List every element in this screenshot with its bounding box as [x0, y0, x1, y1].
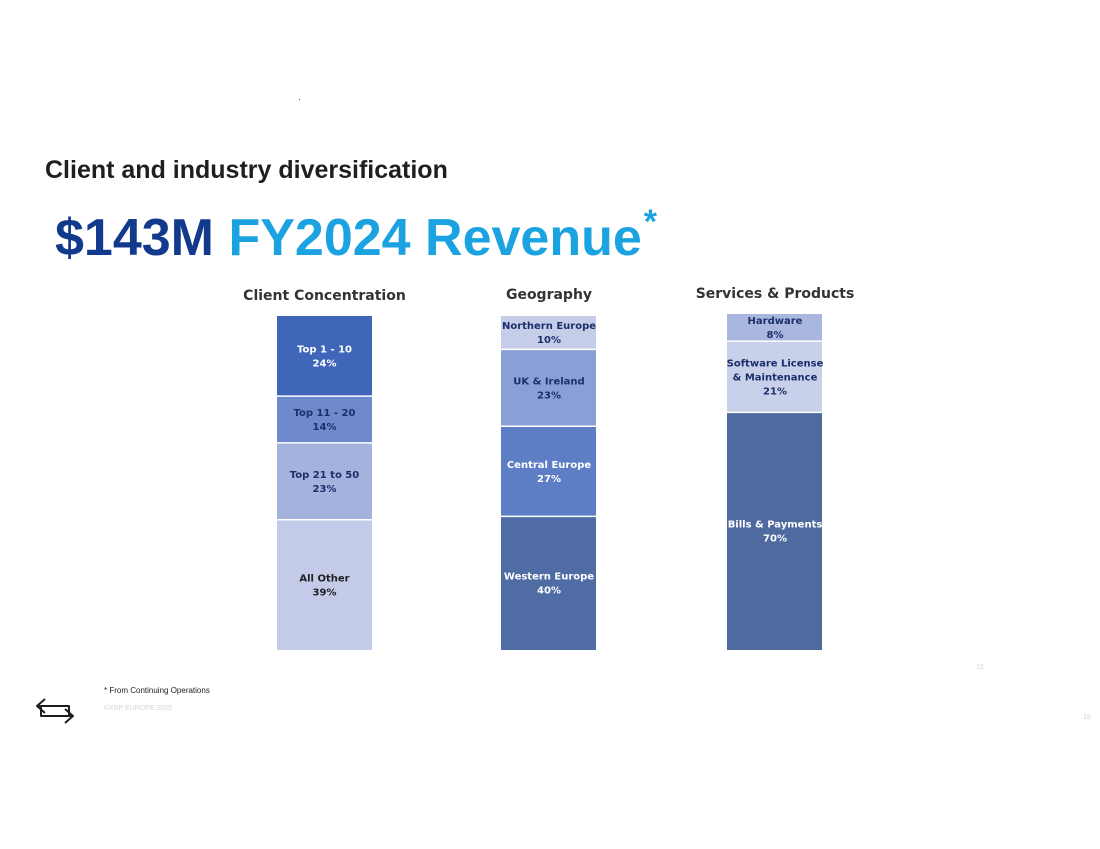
copyright: ©XBP EUROPE 2025 — [104, 705, 173, 712]
stray-dot — [299, 99, 300, 100]
bar-segment-hardware — [727, 314, 822, 342]
page-number-corner: 15 — [1083, 714, 1091, 721]
headline: $143M FY2024 Revenue* — [55, 203, 657, 275]
footnote: * From Continuing Operations — [104, 686, 210, 695]
bar-segment-top-21-to-50 — [277, 442, 372, 520]
segment-label-top-11-20: Top 11 - 20 14% — [294, 408, 356, 433]
chart-title: Client Concentration — [243, 288, 406, 304]
page-number: 15 — [976, 664, 984, 671]
bar-segment-top-11-20 — [277, 396, 372, 443]
headline-amount: $143M — [55, 209, 214, 267]
exchange-arrows-icon — [36, 698, 74, 724]
segment-label-software-license-and-maintenance: Software License & Maintenance 21% — [727, 358, 824, 397]
bar-segment-bills-and-payments — [727, 412, 822, 650]
chart-title: Services & Products — [696, 286, 855, 302]
segment-label-northern-europe: Northern Europe 10% — [502, 321, 596, 346]
bar-segment-top-1-10 — [277, 316, 372, 397]
chart-title: Geography — [506, 287, 592, 303]
chart-client-concentration: Client Concentration Top 1 - 10 24% Top 11 … — [243, 288, 406, 650]
segment-label-uk-and-ireland: UK & Ireland 23% — [513, 376, 584, 401]
segment-label-all-other: All Other 39% — [299, 573, 349, 598]
headline-marker: * — [643, 203, 658, 241]
segment-label-top-1-10: Top 1 - 10 24% — [297, 345, 352, 370]
slide-subtitle: Client and industry diversification — [45, 156, 448, 184]
bar-segment-western-europe — [501, 516, 596, 650]
bar-segment-software-license-and-maintenance — [727, 341, 822, 413]
chart-geography: Geography Northern Europe 10% UK & Ireland 2… — [501, 287, 596, 650]
bar-segment-all-other — [277, 519, 372, 650]
bar-segment-northern-europe — [501, 316, 596, 350]
headline-label: FY2024 Revenue — [228, 209, 642, 267]
segment-label-bills-and-payments: Bills & Payments 70% — [728, 520, 823, 545]
bar-segment-uk-and-ireland — [501, 349, 596, 427]
chart-services-and-products: Services & Products Hardware 8% Software Li… — [696, 286, 855, 650]
segment-label-hardware: Hardware 8% — [748, 316, 803, 341]
segment-label-western-europe: Western Europe 40% — [504, 572, 594, 597]
bar-segment-central-europe — [501, 426, 596, 517]
segment-label-central-europe: Central Europe 27% — [507, 460, 592, 485]
segment-label-top-21-to-50: Top 21 to 50 23% — [290, 470, 359, 495]
